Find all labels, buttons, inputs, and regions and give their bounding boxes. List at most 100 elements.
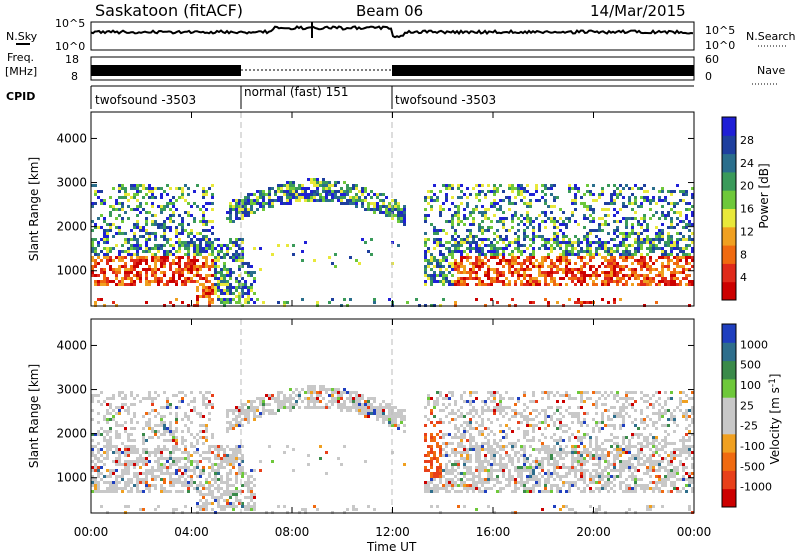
echo-cell bbox=[622, 277, 625, 280]
echo-cell bbox=[553, 220, 556, 223]
echo-cell bbox=[181, 466, 184, 469]
echo-cell bbox=[286, 181, 289, 184]
echo-cell bbox=[613, 244, 616, 247]
echo-cell bbox=[169, 238, 172, 241]
echo-cell bbox=[517, 217, 520, 220]
echo-cell bbox=[271, 409, 274, 412]
echo-cell bbox=[685, 202, 688, 205]
echo-cell bbox=[553, 265, 556, 268]
echo-cell bbox=[544, 184, 547, 187]
echo-cell bbox=[277, 406, 280, 409]
echo-cell bbox=[136, 487, 139, 490]
echo-cell bbox=[553, 448, 556, 451]
echo-cell bbox=[106, 475, 109, 478]
echo-cell bbox=[526, 460, 529, 463]
echo-cell bbox=[451, 250, 454, 253]
echo-cell bbox=[244, 280, 247, 283]
echo-cell bbox=[229, 202, 232, 205]
echo-cell bbox=[601, 217, 604, 220]
echo-cell bbox=[460, 424, 463, 427]
echo-cell bbox=[205, 481, 208, 484]
echo-cell bbox=[199, 415, 202, 418]
echo-cell bbox=[496, 190, 499, 193]
echo-cell bbox=[163, 430, 166, 433]
echo-cell bbox=[133, 472, 136, 475]
echo-cell bbox=[463, 472, 466, 475]
echo-cell bbox=[550, 250, 553, 253]
echo-cell bbox=[553, 460, 556, 463]
echo-cell bbox=[637, 205, 640, 208]
echo-cell bbox=[472, 409, 475, 412]
echo-cell bbox=[439, 421, 442, 424]
echo-cell bbox=[547, 253, 550, 256]
echo-cell bbox=[526, 433, 529, 436]
echo-cell bbox=[358, 394, 361, 397]
echo-cell bbox=[175, 232, 178, 235]
echo-cell bbox=[439, 253, 442, 256]
echo-cell bbox=[628, 232, 631, 235]
echo-cell bbox=[445, 466, 448, 469]
echo-cell bbox=[580, 280, 583, 283]
echo-cell bbox=[94, 262, 97, 265]
echo-cell bbox=[184, 247, 187, 250]
echo-cell bbox=[196, 280, 199, 283]
echo-cell bbox=[574, 283, 577, 286]
echo-cell bbox=[208, 487, 211, 490]
echo-cell bbox=[568, 451, 571, 454]
echo-cell bbox=[493, 442, 496, 445]
echo-cell bbox=[181, 196, 184, 199]
echo-cell bbox=[448, 271, 451, 274]
echo-cell bbox=[115, 475, 118, 478]
echo-cell bbox=[241, 445, 244, 448]
echo-cell bbox=[199, 391, 202, 394]
echo-cell bbox=[475, 427, 478, 430]
echo-cell bbox=[427, 196, 430, 199]
echo-cell bbox=[487, 439, 490, 442]
echo-cell bbox=[532, 235, 535, 238]
echo-cell bbox=[163, 427, 166, 430]
echo-cell bbox=[187, 214, 190, 217]
echo-cell bbox=[586, 217, 589, 220]
echo-cell bbox=[496, 235, 499, 238]
echo-cell bbox=[553, 262, 556, 265]
echo-cell bbox=[283, 202, 286, 205]
echo-cell bbox=[196, 247, 199, 250]
echo-cell bbox=[487, 463, 490, 466]
echo-cell bbox=[490, 409, 493, 412]
echo-cell bbox=[310, 199, 313, 202]
echo-cell bbox=[535, 424, 538, 427]
echo-cell bbox=[181, 271, 184, 274]
echo-cell bbox=[565, 244, 568, 247]
echo-cell bbox=[154, 214, 157, 217]
echo-cell bbox=[487, 229, 490, 232]
echo-cell bbox=[361, 199, 364, 202]
echo-cell bbox=[505, 478, 508, 481]
echo-cell bbox=[559, 475, 562, 478]
echo-cell bbox=[100, 454, 103, 457]
echo-cell bbox=[571, 250, 574, 253]
echo-cell bbox=[667, 256, 670, 259]
echo-cell bbox=[145, 274, 148, 277]
echo-cell bbox=[688, 202, 691, 205]
echo-cell bbox=[295, 403, 298, 406]
echo-cell bbox=[523, 418, 526, 421]
echo-cell bbox=[460, 484, 463, 487]
echo-cell bbox=[436, 442, 439, 445]
echo-cell bbox=[190, 259, 193, 262]
echo-cell bbox=[433, 277, 436, 280]
echo-cell bbox=[196, 250, 199, 253]
echo-cell bbox=[499, 403, 502, 406]
echo-cell bbox=[286, 301, 289, 304]
echo-cell bbox=[124, 250, 127, 253]
echo-cell bbox=[520, 244, 523, 247]
echo-cell bbox=[682, 250, 685, 253]
echo-cell bbox=[583, 445, 586, 448]
echo-cell bbox=[355, 403, 358, 406]
echo-cell bbox=[676, 223, 679, 226]
echo-cell bbox=[580, 196, 583, 199]
echo-cell bbox=[115, 463, 118, 466]
echo-cell bbox=[247, 478, 250, 481]
echo-cell bbox=[301, 298, 304, 301]
echo-cell bbox=[361, 190, 364, 193]
echo-cell bbox=[178, 448, 181, 451]
